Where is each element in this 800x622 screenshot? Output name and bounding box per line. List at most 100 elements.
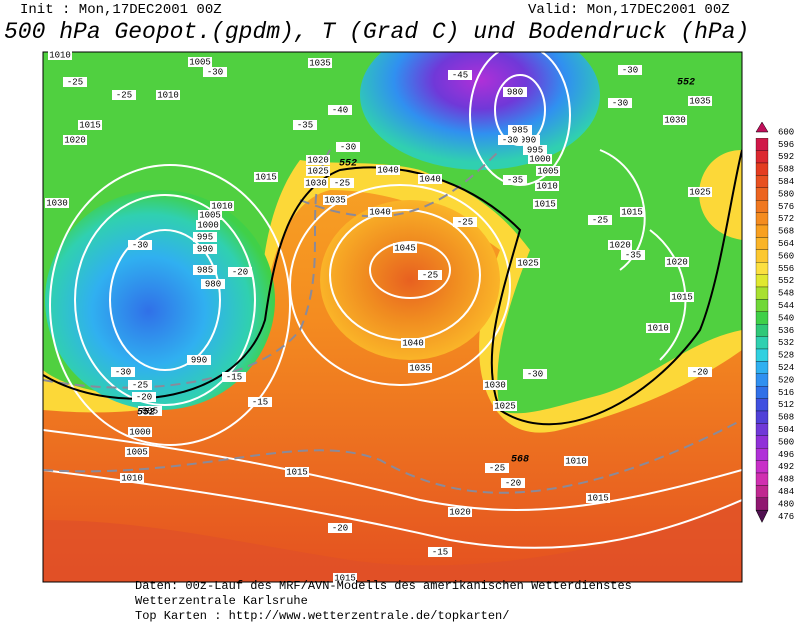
temperature-label-box	[63, 77, 87, 87]
pressure-label: 1035	[689, 96, 711, 106]
temperature-label: -15	[432, 547, 448, 557]
pressure-label: 1015	[671, 292, 693, 302]
map-field	[43, 52, 742, 582]
temperature-label-box	[128, 240, 152, 250]
temperature-label-box	[453, 217, 477, 227]
pressure-label: 1020	[609, 240, 631, 250]
temperature-label: -25	[422, 270, 438, 280]
pressure-label-box	[254, 172, 278, 182]
temperature-label: -40	[332, 105, 348, 115]
temperature-label: -35	[297, 120, 313, 130]
pressure-label-box	[401, 338, 425, 348]
colorbar-cell	[755, 262, 769, 275]
pressure-label: 1040	[402, 338, 424, 348]
pressure-label: 1040	[377, 165, 399, 175]
pressure-label: 1010	[157, 90, 179, 100]
high-center	[320, 200, 500, 360]
pressure-label-box	[78, 120, 102, 130]
temperature-label-box	[485, 463, 509, 473]
temperature-label-box	[618, 65, 642, 75]
colorbar-cell	[755, 410, 769, 424]
colorbar-cell	[755, 485, 769, 498]
temperature-label: -30	[207, 67, 223, 77]
pressure-label-box	[323, 195, 347, 205]
pressure-label-box	[198, 210, 222, 220]
pressure-label: 1010	[647, 323, 669, 333]
temperature-label-box	[228, 267, 252, 277]
temperature-label-box	[448, 70, 472, 80]
temperature-label: -30	[612, 98, 628, 108]
temperature-label: -25	[457, 217, 473, 227]
colorbar-label: 512	[778, 400, 794, 410]
colorbar-label: 480	[778, 499, 794, 509]
colorbar-cell	[755, 249, 769, 263]
colorbar-label: 540	[778, 313, 794, 323]
pressure-label-box	[508, 125, 532, 135]
colorbar-cell	[755, 373, 769, 387]
colorbar-cell	[755, 237, 769, 250]
temperature-label: -25	[67, 77, 83, 87]
pressure-label-box	[210, 201, 234, 211]
colorbar-label: 548	[778, 289, 794, 299]
pressure-label: 1010	[121, 473, 143, 483]
temperature-label: -25	[489, 463, 505, 473]
pressure-label-box	[45, 198, 69, 208]
pressure-label: 1015	[587, 493, 609, 503]
pressure-label-box	[646, 323, 670, 333]
pressure-label: 1010	[211, 201, 233, 211]
colorbar-cell	[755, 212, 769, 226]
colorbar-label: 528	[778, 351, 794, 361]
pressure-label: 1025	[494, 401, 516, 411]
colorbar-cell	[755, 311, 769, 325]
pressure-label-box	[156, 90, 180, 100]
colorbar-label: 504	[778, 425, 794, 435]
temperature-label: -30	[527, 369, 543, 379]
pressure-label-box	[48, 50, 72, 60]
temperature-label: -15	[252, 397, 268, 407]
pressure-label-box	[125, 447, 149, 457]
pressure-label: 1040	[369, 207, 391, 217]
pressure-label-box	[308, 58, 332, 68]
init-time: Init : Mon,17DEC2001 00Z	[20, 2, 222, 18]
colorbar-label: 516	[778, 388, 794, 398]
colorbar-label: 492	[778, 462, 794, 472]
pressure-label-box	[493, 401, 517, 411]
colorbar-cell	[755, 299, 769, 312]
colorbar-label: 572	[778, 214, 794, 224]
colorbar-label: 508	[778, 413, 794, 423]
pressure-label: 1000	[529, 154, 551, 164]
pressure-label-box	[193, 265, 217, 275]
pressure-label: 1010	[49, 50, 71, 60]
pressure-label: 1030	[484, 380, 506, 390]
temperature-label-box	[293, 120, 317, 130]
temperature-label-box	[248, 397, 272, 407]
map-frame	[42, 51, 743, 583]
pressure-label-box	[688, 187, 712, 197]
pressure-label: 1020	[307, 155, 329, 165]
temperature-label-box	[330, 178, 354, 188]
colorbar-cell	[755, 138, 769, 151]
pressure-label-box	[128, 427, 152, 437]
colorbar-label: 592	[778, 152, 794, 162]
pressure-label: 995	[527, 145, 543, 155]
pressure-label-box	[523, 145, 547, 155]
pressure-label-box	[201, 279, 225, 289]
colorbar-cell	[755, 460, 769, 474]
footer-line: Wetterzentrale Karlsruhe	[135, 594, 308, 608]
colorbar-cell	[755, 386, 769, 399]
temperature-label-box	[501, 478, 525, 488]
colorbar-cell	[755, 150, 769, 164]
colorbar-label: 488	[778, 475, 794, 485]
colorbar-cell	[755, 398, 769, 412]
temperature-label: -25	[334, 178, 350, 188]
temperature-label-box	[128, 380, 152, 390]
colorbar-cell	[755, 274, 769, 288]
colorbar-cell	[755, 324, 769, 337]
colorbar-label: 556	[778, 264, 794, 274]
temperature-label: -20	[136, 392, 152, 402]
pressure-label: 1000	[129, 427, 151, 437]
colorbar-cell	[755, 200, 769, 213]
geopotential-label: 552	[137, 408, 155, 419]
